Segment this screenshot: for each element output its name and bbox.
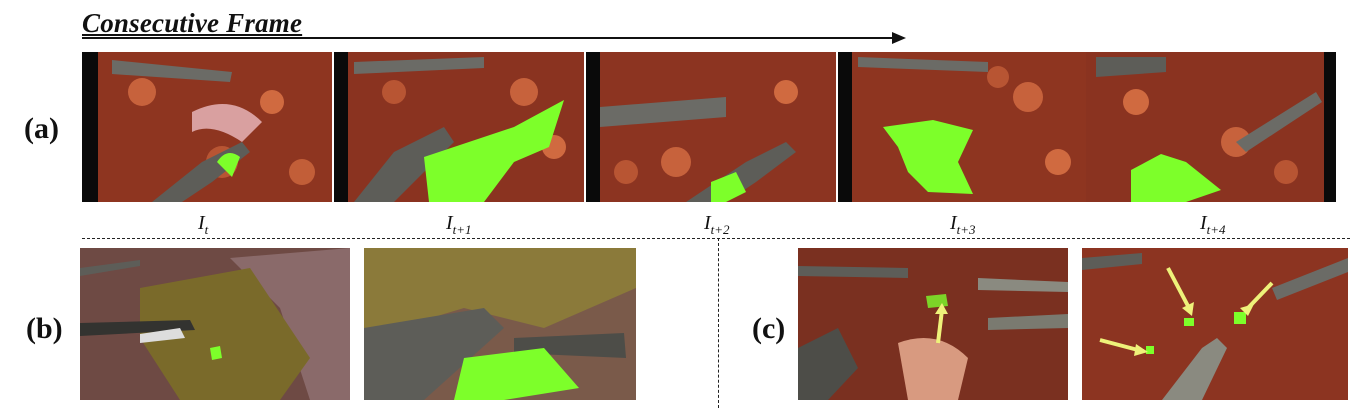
surgical-image <box>82 52 332 202</box>
frame-label-t: It <box>198 212 209 237</box>
surgical-image <box>1086 52 1336 202</box>
surgical-image <box>586 52 836 202</box>
vertical-divider <box>718 238 719 408</box>
horizontal-divider <box>82 238 1350 239</box>
frame-t-plus-3 <box>838 52 1088 202</box>
surgical-image <box>838 52 1088 202</box>
frame-label-t-plus-1: It+1 <box>446 212 472 237</box>
surgical-image <box>798 248 1068 400</box>
frame-t-plus-2 <box>586 52 836 202</box>
example-b-left <box>80 248 350 400</box>
frame-t-plus-1 <box>334 52 584 202</box>
frame-label-t-plus-2: It+2 <box>704 212 730 237</box>
row-label-a: (a) <box>24 112 59 145</box>
sequence-title: Consecutive Frame <box>82 8 303 38</box>
frame-t <box>82 52 332 202</box>
frame-t-plus-4 <box>1086 52 1336 202</box>
frame-label-t-plus-3: It+3 <box>950 212 976 237</box>
example-b-right <box>364 248 636 400</box>
row-label-c: (c) <box>752 312 786 345</box>
time-arrow-line <box>82 37 894 39</box>
time-arrow-head <box>892 32 906 44</box>
row-label-b: (b) <box>26 312 63 345</box>
surgical-image <box>1082 248 1348 400</box>
frame-label-t-plus-4: It+4 <box>1200 212 1226 237</box>
surgical-image <box>364 248 636 400</box>
surgical-image <box>334 52 584 202</box>
example-c-left <box>798 248 1068 400</box>
example-c-right <box>1082 248 1348 400</box>
surgical-image <box>80 248 350 400</box>
